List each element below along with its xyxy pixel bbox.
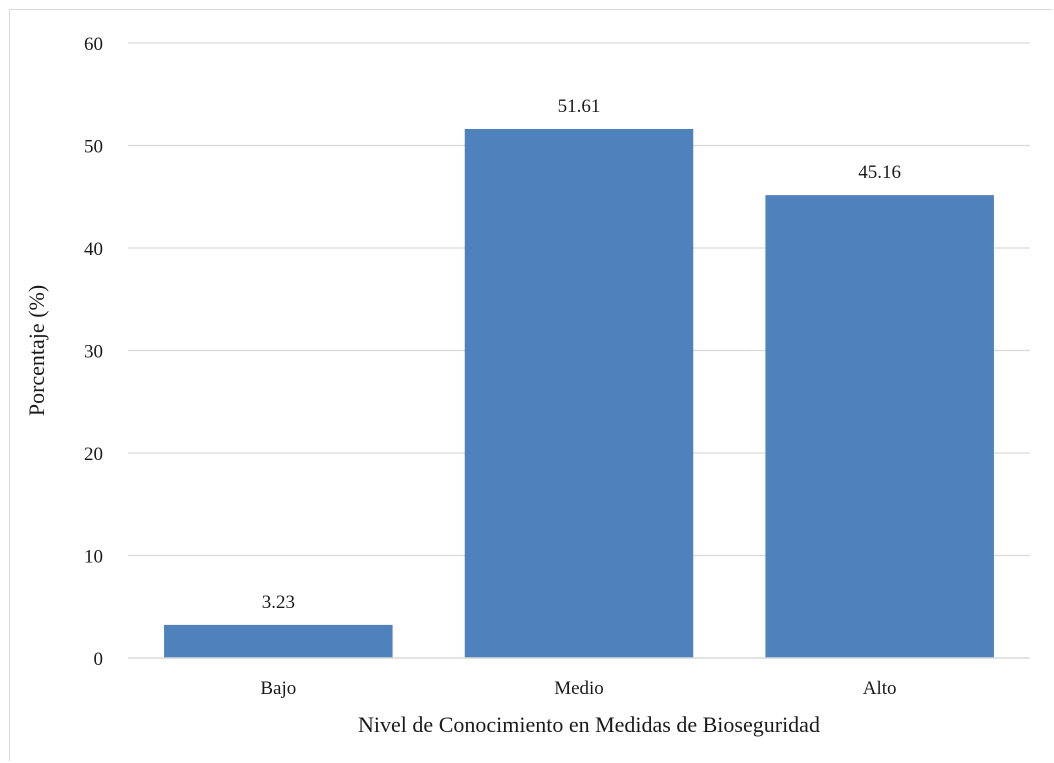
x-category-label: Medio: [554, 678, 604, 699]
y-tick-label: 50: [84, 137, 103, 158]
y-tick-label: 0: [94, 649, 104, 670]
x-axis-title: Nivel de Conocimiento en Medidas de Bios…: [358, 712, 820, 737]
data-labels: 3.23 51.61 45.16: [262, 96, 901, 613]
x-category-label: Bajo: [260, 678, 296, 699]
x-axis-categories: Bajo Medio Alto: [260, 678, 896, 699]
bar-medio: [464, 128, 694, 658]
y-tick-label: 10: [84, 547, 103, 568]
chart-frame: [9, 9, 1052, 761]
y-tick-label: 40: [84, 239, 103, 260]
data-label: 3.23: [262, 592, 295, 613]
y-tick-label: 60: [84, 34, 103, 55]
data-label: 45.16: [858, 162, 901, 183]
data-label: 51.61: [558, 96, 601, 117]
y-tick-label: 30: [84, 342, 103, 363]
bars: [164, 128, 994, 659]
bar-bajo: [164, 624, 393, 658]
y-tick-label: 20: [84, 444, 103, 465]
x-category-label: Alto: [863, 678, 897, 699]
y-axis-title: Porcentaje (%): [24, 285, 49, 416]
y-axis-ticks: 0 10 20 30 40 50 60: [84, 34, 103, 670]
bar-alto: [765, 195, 994, 659]
